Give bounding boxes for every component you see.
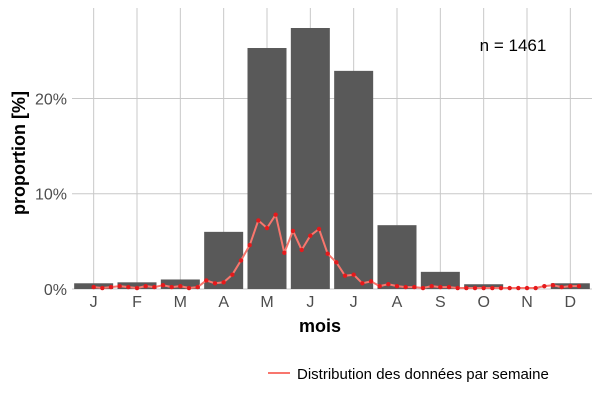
weekly-point xyxy=(420,285,426,291)
weekly-point xyxy=(126,284,131,290)
x-tick-label: J xyxy=(90,294,98,311)
weekly-point xyxy=(169,284,174,290)
weekly-point xyxy=(490,285,495,291)
weekly-point xyxy=(516,285,521,291)
weekly-point xyxy=(204,278,209,283)
weekly-point xyxy=(282,250,287,256)
weekly-point xyxy=(438,284,443,290)
x-tick-label: A xyxy=(218,294,229,311)
x-tick-label: D xyxy=(565,294,577,311)
weekly-point xyxy=(507,285,512,291)
y-axis-title: proportion [%] xyxy=(9,91,29,215)
legend: Distribution des données par semaine xyxy=(268,366,549,383)
weekly-point xyxy=(377,283,382,289)
weekly-point xyxy=(221,280,226,285)
x-tick-label: F xyxy=(132,294,142,311)
weekly-point xyxy=(316,226,322,232)
sample-size-annotation: n = 1461 xyxy=(480,36,547,55)
weekly-point xyxy=(325,251,330,256)
weekly-point xyxy=(273,212,278,217)
bar-a-7 xyxy=(377,225,417,289)
x-axis-title: mois xyxy=(299,316,341,336)
bar-m-4 xyxy=(247,48,287,290)
weekly-point xyxy=(498,285,504,291)
weekly-series xyxy=(91,212,582,291)
bars xyxy=(74,28,590,290)
x-tick-label: A xyxy=(392,294,403,311)
weekly-point xyxy=(290,228,296,234)
weekly-point xyxy=(342,273,348,278)
weekly-point xyxy=(412,284,417,290)
weekly-point xyxy=(186,285,192,291)
x-tick-label: J xyxy=(350,294,358,311)
weekly-point xyxy=(178,283,183,289)
weekly-point xyxy=(472,285,478,291)
weekly-point xyxy=(533,285,538,291)
x-tick-label: N xyxy=(521,294,533,311)
x-tick-label: S xyxy=(435,294,446,311)
weekly-point xyxy=(100,285,105,291)
weekly-point xyxy=(299,247,304,253)
weekly-point xyxy=(117,283,122,289)
weekly-point xyxy=(386,282,391,287)
weekly-point xyxy=(247,242,252,248)
y-tick-label: 0% xyxy=(44,282,67,299)
weekly-point xyxy=(108,284,114,290)
weekly-point xyxy=(91,284,96,290)
weekly-point xyxy=(429,283,434,289)
weekly-point xyxy=(524,285,530,291)
x-tick-label: J xyxy=(306,294,314,311)
bar-j-5 xyxy=(290,28,330,290)
weekly-point xyxy=(238,258,244,263)
weekly-point xyxy=(308,233,313,238)
weekly-point xyxy=(455,285,460,291)
weekly-point xyxy=(143,283,148,289)
weekly-point xyxy=(559,284,564,290)
weekly-point xyxy=(464,285,469,291)
weekly-point xyxy=(394,283,400,289)
weekly-point xyxy=(334,260,339,265)
weekly-point xyxy=(230,272,235,277)
x-tick-label: O xyxy=(477,294,489,311)
weekly-point xyxy=(576,283,582,289)
y-tick-label: 20% xyxy=(35,91,67,108)
bar-j-6 xyxy=(334,70,374,289)
weekly-point xyxy=(351,272,356,277)
weekly-point xyxy=(212,281,218,286)
y-tick-label: 10% xyxy=(35,187,67,204)
weekly-point xyxy=(446,284,452,290)
y-tick-labels: 0% 10% 20% xyxy=(35,91,67,299)
x-tick-label: M xyxy=(174,294,187,311)
weekly-point xyxy=(550,282,556,288)
weekly-point xyxy=(195,284,200,290)
weekly-point xyxy=(481,285,486,291)
weekly-point xyxy=(368,279,374,284)
legend-label: Distribution des données par semaine xyxy=(297,366,549,383)
bar-f-1 xyxy=(117,282,157,289)
weekly-point xyxy=(264,225,270,231)
weekly-point xyxy=(160,282,166,288)
weekly-point xyxy=(256,218,261,223)
weekly-point xyxy=(542,283,547,289)
weekly-point xyxy=(360,281,365,286)
weekly-point xyxy=(152,284,157,290)
weekly-point xyxy=(403,284,408,290)
x-tick-label: M xyxy=(260,294,273,311)
weekly-point xyxy=(134,285,140,291)
weekly-point xyxy=(568,283,573,289)
bar-a-3 xyxy=(204,231,244,289)
